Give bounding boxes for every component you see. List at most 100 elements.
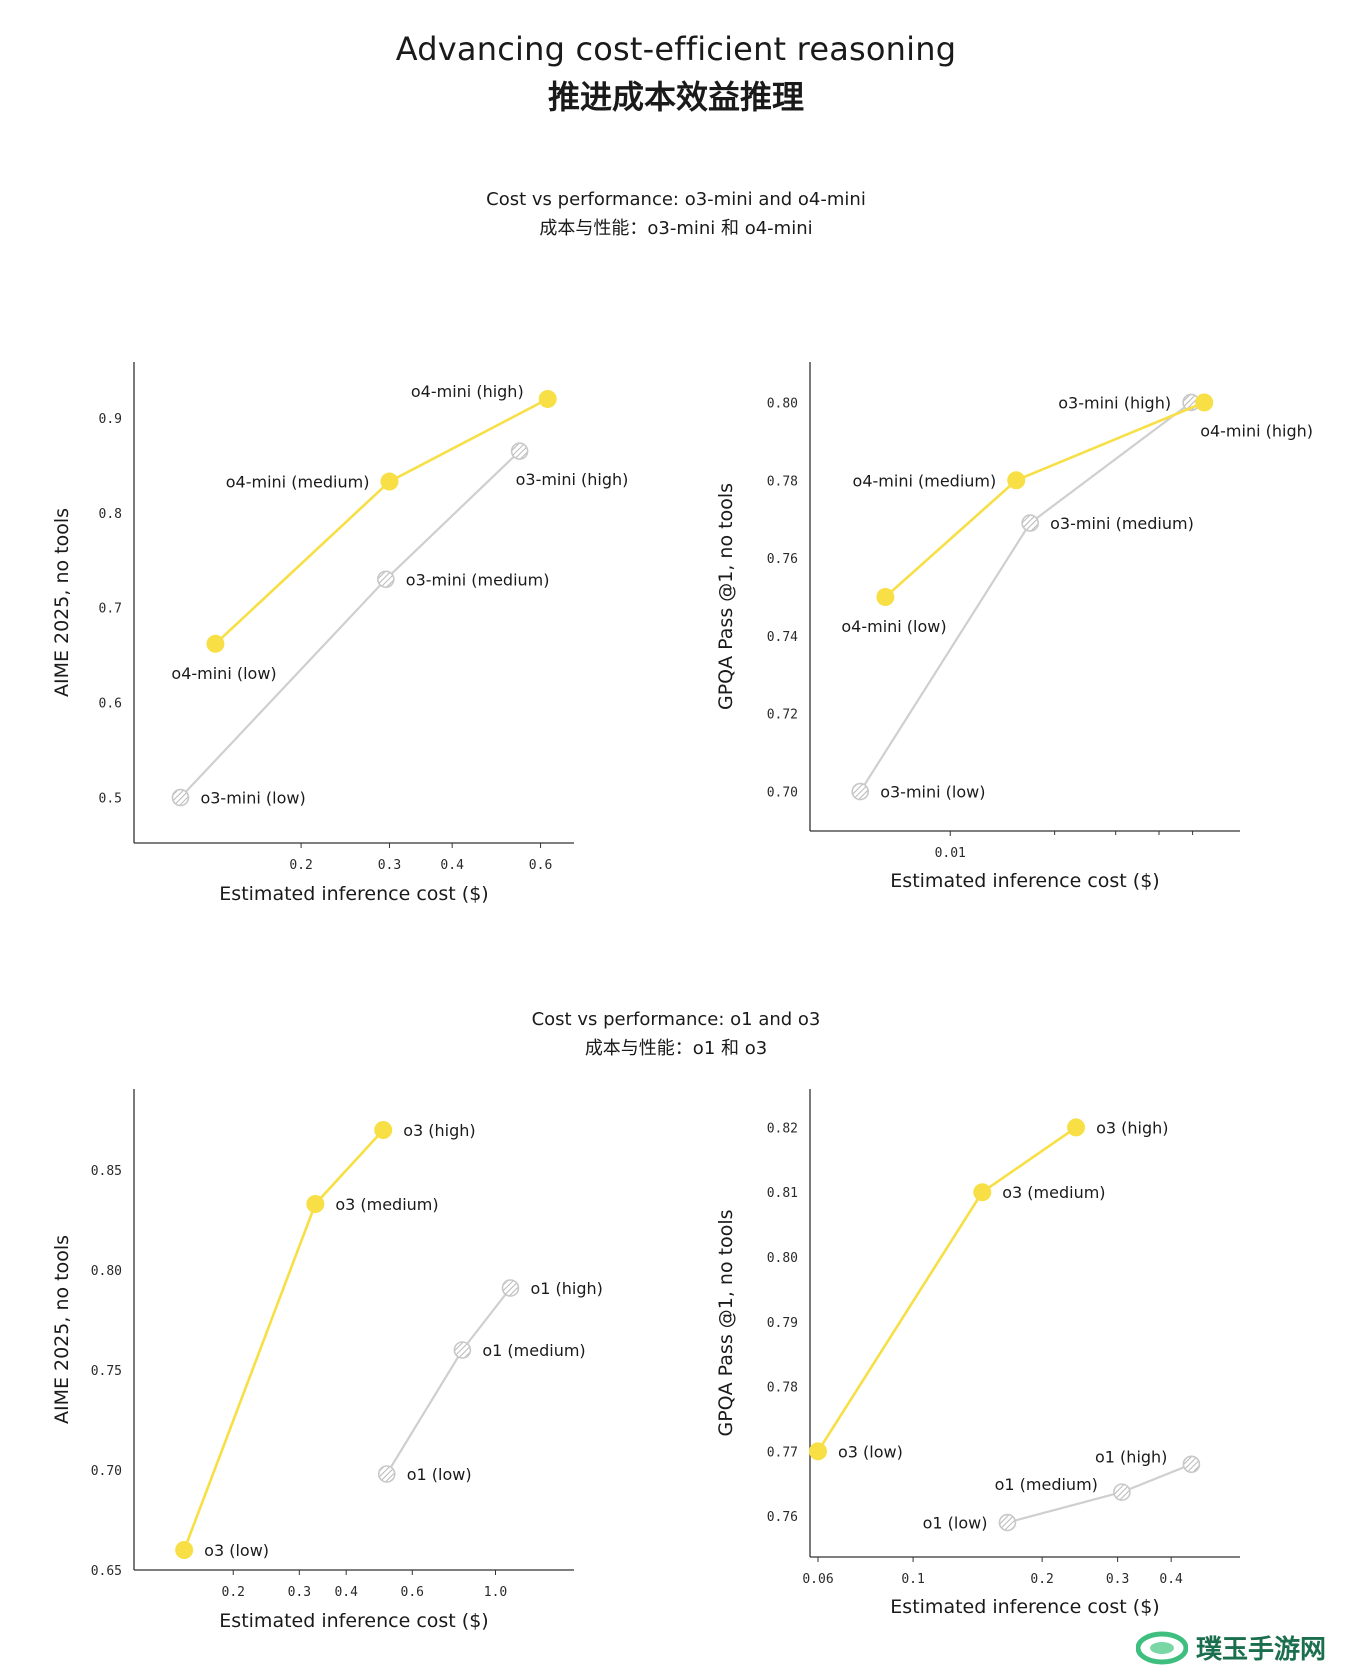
y-tick-label: 0.80	[91, 1264, 122, 1279]
point-label: o4-mini (low)	[841, 617, 946, 636]
x-tick-label: 0.06	[802, 1572, 833, 1587]
series-line-o3	[182, 1129, 385, 1551]
y-tick-label: 0.85	[91, 1164, 122, 1179]
y-tick-label: 0.80	[767, 396, 798, 411]
y-tick-label: 0.77	[767, 1445, 798, 1460]
y-axis-label: GPQA Pass @1, no tools	[715, 483, 737, 710]
data-point	[510, 442, 529, 460]
x-tick-label: 0.2	[1030, 1572, 1053, 1587]
point-label: o4-mini (low)	[171, 664, 276, 683]
data-point	[171, 788, 190, 807]
point-label: o3 (high)	[403, 1121, 475, 1140]
watermark: 璞玉手游网	[1135, 1629, 1326, 1666]
x-tick-label: 0.2	[222, 1585, 245, 1600]
data-point	[851, 782, 870, 801]
point-label: o3-mini (low)	[880, 783, 985, 802]
x-tick-label: 0.4	[1159, 1572, 1183, 1587]
x-tick-label: 1.0	[484, 1585, 507, 1600]
y-tick-label: 0.75	[91, 1364, 122, 1379]
point-label: o1 (low)	[407, 1465, 472, 1484]
y-tick-label: 0.65	[91, 1564, 122, 1579]
x-tick-label: 0.6	[401, 1585, 424, 1600]
y-tick-label: 0.7	[99, 602, 122, 617]
x-axis-label: Estimated inference cost ($)	[890, 870, 1159, 892]
x-tick-label: 0.1	[901, 1572, 924, 1587]
y-tick-label: 0.78	[767, 1381, 798, 1396]
chart-c4: 0.76 0.77 0.78 0.79 0.80 0.81 0.82 0.06 0.1 0.2 0.…	[715, 1089, 1240, 1618]
series-line-o4-mini	[214, 397, 549, 645]
y-tick-label: 0.72	[767, 708, 798, 723]
point-label: o3 (low)	[204, 1541, 269, 1560]
series-line-o3	[816, 1126, 1077, 1453]
x-axis-label: Estimated inference cost ($)	[219, 883, 488, 905]
data-point	[809, 1442, 827, 1461]
data-point	[501, 1279, 520, 1297]
data-point	[876, 588, 895, 606]
point-label: o3 (medium)	[335, 1195, 438, 1214]
data-point	[1182, 1455, 1201, 1474]
point-label: o3 (low)	[838, 1442, 903, 1461]
y-axis-label: AIME 2025, no tools	[51, 508, 73, 697]
data-point	[306, 1195, 325, 1213]
y-tick-label: 0.76	[767, 1510, 798, 1525]
point-label: o3-mini (medium)	[1050, 514, 1194, 533]
x-tick-label: 0.4	[440, 858, 464, 873]
x-tick-label: 0.6	[529, 858, 552, 873]
y-axis-label: AIME 2025, no tools	[51, 1235, 73, 1424]
point-label: o1 (low)	[923, 1514, 988, 1533]
point-label: o3-mini (low)	[200, 789, 305, 808]
data-point	[1021, 514, 1039, 532]
data-point	[377, 1465, 396, 1483]
x-tick-label: 0.3	[288, 1585, 311, 1600]
point-label: o4-mini (high)	[1200, 421, 1313, 440]
chart-c3: 0.65 0.70 0.75 0.80 0.85 0.2 0.3 0.4 0.6 1.0 Estim…	[51, 1089, 603, 1632]
data-point	[1067, 1118, 1086, 1137]
section1-title-chinese: 成本与性能：o3-mini 和 o4-mini	[539, 218, 813, 239]
point-label: o1 (high)	[530, 1279, 602, 1298]
y-tick-label: 0.74	[767, 630, 798, 645]
main-title-chinese: 推进成本效益推理	[547, 78, 804, 116]
data-point	[377, 570, 395, 589]
data-point	[374, 1121, 393, 1139]
data-point	[453, 1341, 472, 1359]
section2-title-chinese: 成本与性能：o1 和 o3	[584, 1038, 768, 1059]
x-tick-label: 0.3	[378, 858, 401, 873]
y-tick-label: 0.70	[91, 1464, 122, 1479]
data-point	[1113, 1483, 1131, 1501]
y-tick-label: 0.6	[99, 697, 122, 712]
series-line-o3-mini	[179, 450, 521, 799]
point-label: o3-mini (high)	[1058, 393, 1171, 412]
section2-title: Cost vs performance: o1 and o3	[531, 1009, 821, 1030]
series-line-o4-mini	[884, 401, 1205, 598]
y-tick-label: 0.82	[767, 1121, 798, 1136]
data-point	[973, 1183, 992, 1202]
y-tick-label: 0.76	[767, 552, 798, 567]
data-point	[998, 1513, 1017, 1532]
point-label: o3-mini (high)	[516, 470, 629, 489]
x-tick-label: 0.2	[289, 858, 312, 873]
y-tick-label: 0.8	[99, 507, 122, 522]
chart-c2: 0.70 0.72 0.74 0.76 0.78 0.80 0.01 Estimated in…	[715, 362, 1313, 892]
point-label: o1 (medium)	[995, 1475, 1098, 1494]
series-line-o3-mini	[859, 401, 1192, 793]
point-label: o4-mini (medium)	[226, 473, 370, 492]
data-point	[538, 389, 557, 408]
x-axis-label: Estimated inference cost ($)	[890, 1596, 1159, 1618]
y-tick-label: 0.80	[767, 1251, 798, 1266]
x-tick-label: 0.01	[935, 846, 966, 861]
point-label: o3 (high)	[1096, 1118, 1168, 1137]
x-axis-label: Estimated inference cost ($)	[219, 1610, 488, 1632]
watermark-text: 璞玉手游网	[1195, 1635, 1326, 1665]
y-tick-label: 0.81	[767, 1186, 798, 1201]
y-axis-label: GPQA Pass @1, no tools	[715, 1209, 737, 1436]
data-point	[1195, 393, 1214, 412]
point-label: o1 (medium)	[482, 1341, 585, 1360]
series-line-o1	[385, 1287, 512, 1475]
section1-title: Cost vs performance: o3-mini and o4-mini	[486, 189, 866, 210]
x-tick-label: 0.4	[334, 1585, 358, 1600]
main-title: Advancing cost-efficient reasoning	[395, 30, 957, 68]
data-point	[175, 1541, 194, 1559]
watermark-logo-icon	[1135, 1631, 1188, 1664]
point-label: o3-mini (medium)	[406, 570, 550, 589]
